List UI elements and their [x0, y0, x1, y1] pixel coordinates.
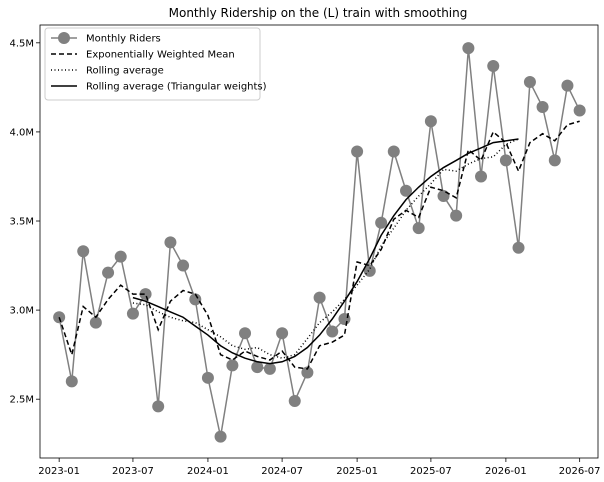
data-point-monthly-riders — [276, 327, 289, 340]
data-point-monthly-riders — [201, 371, 214, 384]
y-tick-label: 4.5M — [9, 38, 34, 49]
data-point-monthly-riders — [313, 291, 326, 304]
legend-label: Rolling average (Triangular weights) — [86, 82, 267, 93]
data-point-monthly-riders — [437, 190, 450, 203]
data-point-monthly-riders — [548, 154, 561, 167]
data-point-monthly-riders — [214, 430, 227, 443]
data-point-monthly-riders — [523, 76, 536, 89]
data-point-monthly-riders — [251, 361, 264, 374]
plot-frame — [39, 24, 599, 459]
data-point-monthly-riders — [450, 209, 463, 222]
chart-title: Monthly Ridership on the (L) train with … — [169, 6, 468, 20]
y-tick-label: 3.5M — [9, 217, 34, 228]
data-point-monthly-riders — [177, 259, 190, 272]
data-point-monthly-riders — [375, 216, 388, 229]
data-point-monthly-riders — [77, 245, 90, 258]
data-point-monthly-riders — [536, 100, 549, 113]
data-point-monthly-riders — [89, 316, 102, 329]
x-tick-label: 2026-01 — [485, 466, 527, 477]
legend-label: Monthly Riders — [86, 34, 161, 45]
data-point-monthly-riders — [263, 362, 276, 375]
data-point-monthly-riders — [499, 154, 512, 167]
data-point-monthly-riders — [561, 79, 574, 92]
legend-label: Rolling average — [86, 66, 164, 77]
data-point-monthly-riders — [288, 394, 301, 407]
x-tick-label: 2026-07 — [559, 466, 601, 477]
legend: Monthly Riders Exponentially Weighted Mea… — [44, 27, 267, 101]
data-point-monthly-riders — [226, 359, 239, 372]
legend-label: Exponentially Weighted Mean — [86, 50, 235, 61]
data-point-monthly-riders — [53, 311, 66, 324]
data-point-monthly-riders — [301, 366, 314, 379]
data-point-monthly-riders — [475, 170, 488, 183]
data-point-monthly-riders — [387, 145, 400, 158]
x-tick-label: 2023-01 — [38, 466, 80, 477]
x-axis: 2023-01 2023-07 2024-01 2024-07 2025-01 2025-… — [38, 458, 601, 477]
y-tick-label: 2.5M — [9, 395, 34, 406]
data-point-monthly-riders — [462, 42, 475, 55]
data-point-monthly-riders — [102, 266, 115, 279]
legend-marker — [58, 32, 70, 44]
series-layer — [53, 42, 586, 443]
data-point-monthly-riders — [65, 375, 78, 388]
legend-box — [44, 27, 261, 101]
data-point-monthly-riders — [412, 222, 425, 235]
series-line-exponentially-weighted-mean — [58, 120, 580, 370]
series-line-rolling-average-triangular-weights — [132, 138, 519, 365]
series-line-rolling-average — [132, 138, 519, 359]
data-point-monthly-riders — [152, 400, 165, 413]
y-tick-label: 3.0M — [9, 306, 34, 317]
x-tick-label: 2025-07 — [410, 466, 452, 477]
x-tick-label: 2023-07 — [112, 466, 154, 477]
data-point-monthly-riders — [139, 288, 152, 301]
data-point-monthly-riders — [573, 104, 586, 117]
data-point-monthly-riders — [114, 250, 127, 263]
data-point-monthly-riders — [512, 241, 525, 254]
data-point-monthly-riders — [189, 293, 202, 306]
data-point-monthly-riders — [164, 236, 177, 249]
x-tick-label: 2024-07 — [261, 466, 303, 477]
data-point-monthly-riders — [126, 307, 139, 320]
x-tick-label: 2024-01 — [187, 466, 229, 477]
plot-area — [39, 24, 599, 459]
data-point-monthly-riders — [326, 325, 339, 338]
data-point-monthly-riders — [351, 145, 364, 158]
x-tick-label: 2025-01 — [336, 466, 378, 477]
y-axis: 2.5M 3.0M 3.5M 4.0M 4.5M — [9, 38, 40, 406]
data-point-monthly-riders — [239, 327, 252, 340]
data-point-monthly-riders — [424, 115, 437, 128]
data-point-monthly-riders — [487, 59, 500, 72]
data-point-monthly-riders — [400, 184, 413, 197]
y-tick-label: 4.0M — [9, 127, 34, 138]
